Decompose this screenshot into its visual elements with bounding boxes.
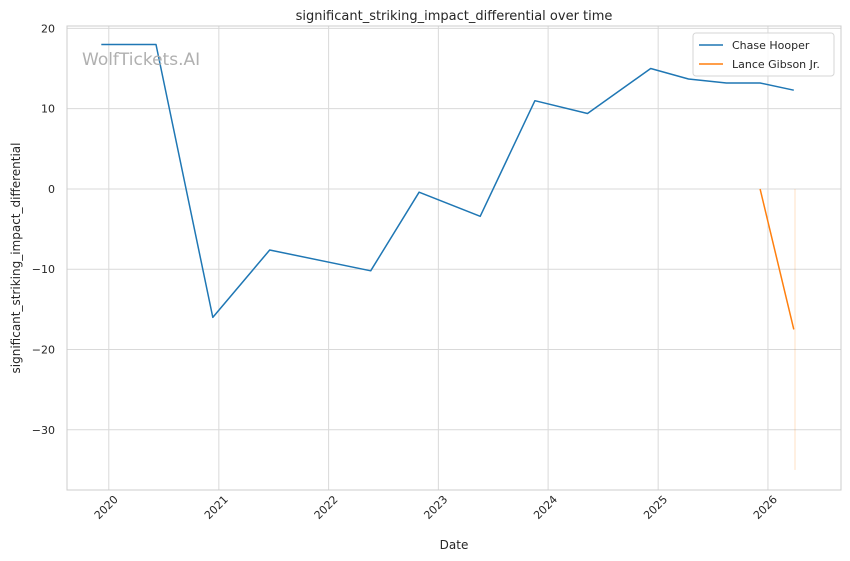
legend: Chase Hooper Lance Gibson Jr. bbox=[692, 32, 835, 77]
y-tick-label: −30 bbox=[32, 424, 55, 437]
y-tick-label: 0 bbox=[48, 183, 55, 196]
legend-label-chase-hooper: Chase Hooper bbox=[732, 39, 810, 52]
watermark: WolfTickets.AI bbox=[82, 50, 200, 70]
grid bbox=[67, 26, 841, 490]
confidence-band-lance-gibson-jr bbox=[794, 188, 796, 470]
y-tick-label: 20 bbox=[41, 22, 55, 35]
series-layer bbox=[101, 43, 796, 470]
y-tick-label: −20 bbox=[32, 344, 55, 357]
y-tick-label: 10 bbox=[41, 103, 55, 116]
x-axis-label: Date bbox=[440, 538, 469, 552]
legend-label-lance-gibson-jr: Lance Gibson Jr. bbox=[732, 58, 820, 71]
series-line-lance-gibson-jr bbox=[759, 188, 795, 330]
y-axis-ticks: 20 10 0 −10 −20 −30 bbox=[32, 22, 55, 436]
chart-title: significant_striking_impact_differential… bbox=[296, 9, 613, 24]
y-tick-label: −10 bbox=[32, 263, 55, 276]
plot-area bbox=[66, 25, 842, 491]
y-axis-label: significant_striking_impact_differential bbox=[9, 143, 23, 374]
series-line-chase-hooper bbox=[101, 43, 794, 319]
legend-box bbox=[692, 32, 835, 77]
